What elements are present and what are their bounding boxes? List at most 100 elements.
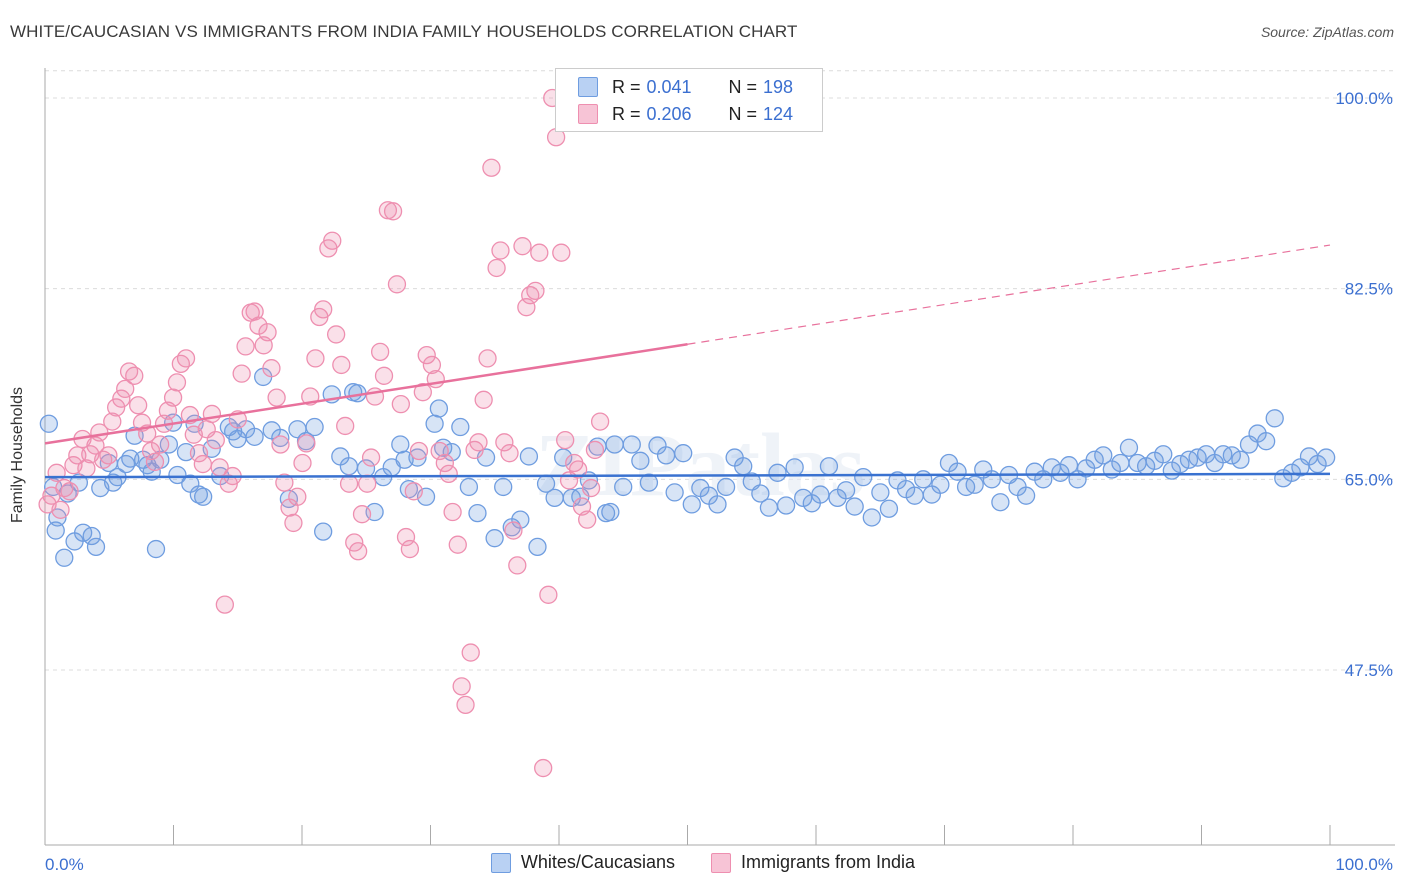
- point-india: [430, 441, 449, 461]
- point-whites: [425, 414, 444, 433]
- point-india: [568, 460, 588, 479]
- point-whites: [1171, 454, 1190, 474]
- trend-line-india: [44, 342, 688, 445]
- point-india: [107, 398, 126, 417]
- legend-r-label: R =: [612, 103, 641, 124]
- point-india: [478, 349, 497, 368]
- point-whites: [862, 508, 881, 527]
- point-india: [404, 482, 423, 501]
- point-whites: [305, 417, 324, 437]
- point-whites: [1016, 486, 1036, 505]
- correlation-legend: R = 0.041 N = 198 R = 0.206 N = 124: [555, 68, 823, 132]
- point-india: [297, 434, 316, 453]
- point-whites: [391, 435, 410, 454]
- point-whites: [511, 510, 530, 529]
- legend-r-value: 0.206: [646, 103, 692, 124]
- point-india: [99, 446, 118, 465]
- point-whites: [811, 485, 830, 504]
- point-india: [439, 464, 458, 484]
- point-india: [189, 444, 209, 463]
- point-whites: [639, 473, 659, 492]
- y-tick-label: 82.5%: [1345, 280, 1393, 299]
- legend-swatch-blue: [490, 852, 511, 873]
- point-india: [526, 281, 545, 300]
- point-india: [215, 595, 235, 614]
- point-india: [469, 433, 488, 452]
- point-whites: [905, 486, 924, 505]
- point-whites: [46, 521, 65, 540]
- point-whites: [408, 448, 427, 467]
- legend-n-label: N =: [728, 76, 758, 97]
- point-india: [163, 388, 183, 407]
- legend-label-whites: Whites/Caucasians: [520, 852, 675, 872]
- legend-row-whites: R = 0.041 N = 198: [578, 75, 793, 99]
- y-axis-label: Family Households: [9, 386, 26, 524]
- point-india: [581, 478, 601, 498]
- point-india: [517, 298, 536, 317]
- point-india: [352, 505, 372, 524]
- legend-n-label: N =: [728, 103, 758, 124]
- point-whites: [656, 446, 676, 465]
- point-whites: [82, 526, 101, 546]
- point-india: [151, 435, 170, 454]
- point-india: [245, 302, 264, 321]
- point-whites: [245, 427, 264, 446]
- point-india: [358, 474, 377, 493]
- point-india: [171, 354, 191, 373]
- point-india: [409, 441, 429, 461]
- point-whites: [991, 493, 1010, 512]
- point-whites: [819, 457, 839, 476]
- point-whites: [836, 481, 856, 500]
- point-whites: [682, 495, 701, 514]
- point-india: [125, 366, 144, 385]
- point-whites: [1094, 446, 1113, 465]
- point-whites: [429, 399, 449, 418]
- point-india: [339, 474, 359, 493]
- point-india: [314, 300, 333, 319]
- legend-item-india[interactable]: Immigrants from India: [711, 852, 915, 873]
- point-india: [578, 510, 597, 529]
- point-whites: [434, 438, 453, 457]
- point-india: [267, 388, 286, 407]
- point-whites: [708, 495, 727, 514]
- point-whites: [1085, 450, 1104, 469]
- point-whites: [948, 462, 967, 481]
- point-whites: [734, 457, 753, 476]
- point-whites: [271, 428, 290, 448]
- point-whites: [931, 475, 950, 494]
- point-india: [539, 585, 558, 604]
- point-whites: [1119, 438, 1139, 457]
- point-india: [413, 383, 432, 402]
- point-whites: [39, 414, 59, 433]
- y-tick-label: 100.0%: [1335, 89, 1393, 108]
- point-india: [417, 345, 436, 365]
- point-india: [323, 231, 342, 250]
- point-whites: [86, 537, 106, 557]
- point-india: [383, 202, 403, 221]
- point-whites: [1256, 432, 1276, 451]
- y-tick-label: 65.0%: [1345, 470, 1393, 489]
- point-whites: [528, 537, 547, 557]
- point-whites: [622, 435, 641, 454]
- point-india: [500, 444, 519, 463]
- point-whites: [982, 470, 1001, 489]
- legend-label-india: Immigrants from India: [741, 852, 916, 872]
- point-whites: [776, 496, 796, 515]
- point-india: [345, 533, 364, 552]
- trend-line-whites: [44, 472, 1331, 479]
- point-whites: [545, 488, 564, 508]
- point-whites: [494, 477, 513, 497]
- point-whites: [1265, 409, 1284, 428]
- point-india: [513, 237, 532, 256]
- point-whites: [716, 477, 736, 497]
- point-india: [271, 435, 290, 454]
- point-whites: [751, 484, 770, 503]
- legend-item-whites[interactable]: Whites/Caucasians: [490, 852, 675, 873]
- legend-swatch-blue: [578, 77, 598, 97]
- point-india: [456, 695, 475, 715]
- point-whites: [1316, 448, 1336, 467]
- point-india: [288, 487, 307, 506]
- point-whites: [1231, 450, 1250, 469]
- x-tick-label: 100.0%: [1335, 855, 1393, 874]
